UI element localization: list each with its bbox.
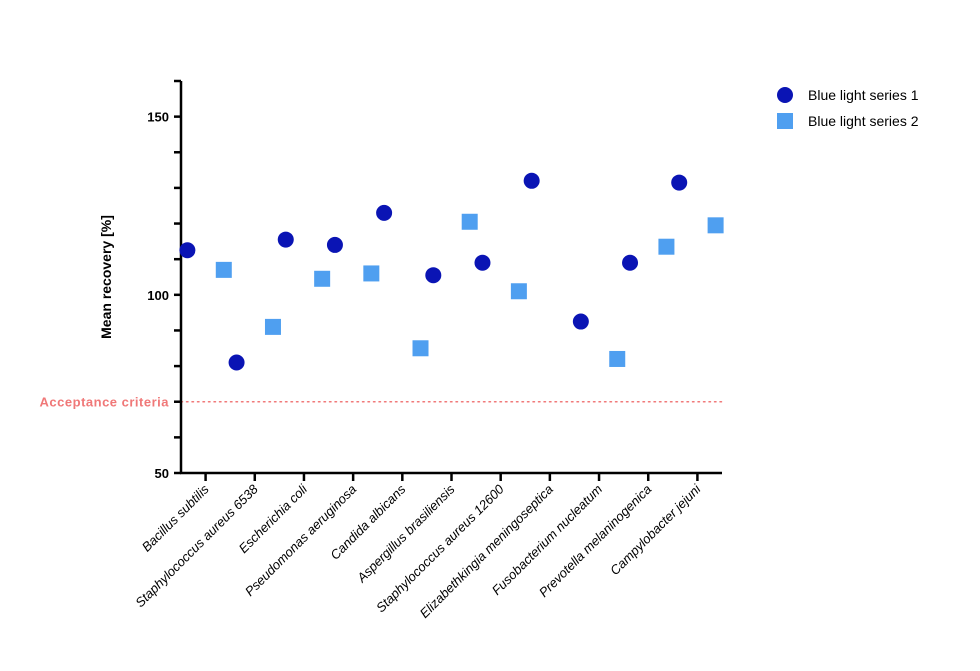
series-2-point xyxy=(314,270,331,287)
series-1-point xyxy=(523,172,540,189)
legend-square-marker xyxy=(777,113,793,129)
series-1-point xyxy=(572,313,589,330)
axes: 50 100 150 xyxy=(147,79,722,481)
series-1-point xyxy=(326,236,343,253)
series-1-point xyxy=(228,354,245,371)
legend-circle-marker xyxy=(777,87,793,103)
series-1-point xyxy=(474,254,491,271)
series-1-point xyxy=(277,231,294,248)
series-1-point xyxy=(376,204,393,221)
y-tick-label: 150 xyxy=(147,110,169,125)
x-tick-label: Campylobacter jejuni xyxy=(607,481,704,578)
series-2-point xyxy=(609,350,626,367)
y-axis-title: Mean recovery [%] xyxy=(98,215,114,339)
series-2-point xyxy=(215,261,232,278)
data-points xyxy=(179,172,724,371)
series-2-point xyxy=(707,217,724,234)
x-tick-label: Aspergillus brasiliensis xyxy=(353,481,458,586)
series-1-point xyxy=(179,242,196,259)
series-2-point xyxy=(412,340,429,357)
legend-label: Blue light series 2 xyxy=(808,113,919,129)
legend-label: Blue light series 1 xyxy=(808,87,919,103)
series-2-point xyxy=(363,265,380,282)
y-tick-label: 100 xyxy=(147,288,169,303)
legend: Blue light series 1 Blue light series 2 xyxy=(777,87,919,129)
series-2-point xyxy=(461,213,478,230)
acceptance-criteria-label: Acceptance criteria xyxy=(40,395,170,410)
series-1-point xyxy=(622,254,639,271)
series-2-point xyxy=(264,318,281,335)
series-1-point xyxy=(671,174,688,191)
series-2-point xyxy=(510,283,527,300)
reference-line-group: Acceptance criteria xyxy=(40,395,723,410)
series-2-point xyxy=(658,238,675,255)
y-tick-label: 50 xyxy=(155,466,169,481)
series-1-point xyxy=(425,267,442,284)
